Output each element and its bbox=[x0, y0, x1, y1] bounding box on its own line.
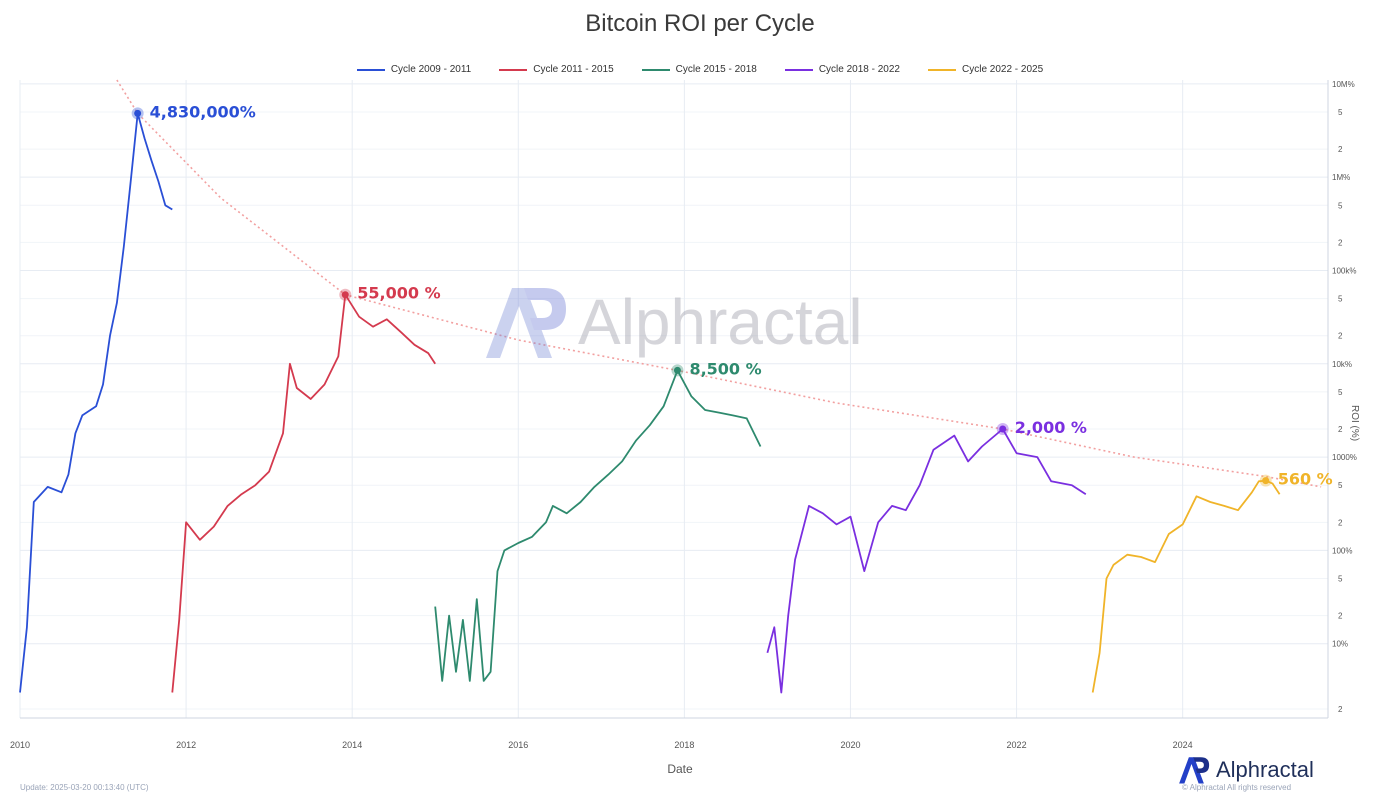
brand-logo[interactable]: Alphractal bbox=[1176, 755, 1314, 785]
chart-legend: Cycle 2009 - 2011 Cycle 2011 - 2015 Cycle … bbox=[0, 64, 1400, 75]
x-tick-label: 2024 bbox=[1173, 740, 1193, 750]
y-tick-label: 10% bbox=[1332, 640, 1348, 649]
x-tick-label: 2022 bbox=[1007, 740, 1027, 750]
peak-marker bbox=[341, 291, 349, 299]
y-tick-label: 1M% bbox=[1332, 173, 1350, 182]
watermark-text: Alphractal bbox=[578, 286, 863, 358]
brand-text: Alphractal bbox=[1216, 757, 1314, 782]
x-tick-label: 2020 bbox=[840, 740, 860, 750]
update-timestamp: Update: 2025-03-20 00:13:40 (UTC) bbox=[20, 783, 149, 792]
chart-title: Bitcoin ROI per Cycle bbox=[585, 10, 815, 37]
legend-swatch bbox=[928, 68, 956, 71]
x-tick-label: 2014 bbox=[342, 740, 362, 750]
x-tick-label: 2010 bbox=[10, 740, 30, 750]
legend-item[interactable]: Cycle 2011 - 2015 bbox=[499, 64, 614, 75]
series-line-1 bbox=[19, 112, 173, 693]
peak-label: 8,500 % bbox=[689, 359, 761, 378]
peak-label: 560 % bbox=[1278, 470, 1333, 489]
y-minor-tick-label: 5 bbox=[1338, 388, 1343, 397]
peak-marker bbox=[134, 109, 142, 117]
y-minor-tick-label: 5 bbox=[1338, 108, 1343, 117]
series-line-4 bbox=[766, 428, 1087, 694]
watermark-logo-icon bbox=[486, 288, 566, 358]
x-tick-label: 2016 bbox=[508, 740, 528, 750]
legend-item[interactable]: Cycle 2009 - 2011 bbox=[356, 64, 472, 75]
x-tick-label: 2012 bbox=[176, 740, 196, 750]
y-minor-tick-label: 2 bbox=[1338, 238, 1343, 247]
legend-label: Cycle 2011 - 2015 bbox=[533, 64, 614, 75]
y-minor-tick-label: 5 bbox=[1338, 201, 1343, 210]
alphractal-logo-icon bbox=[1179, 757, 1210, 784]
legend-label: Cycle 2015 - 2018 bbox=[675, 64, 757, 75]
legend-label: Cycle 2022 - 2025 bbox=[962, 64, 1044, 75]
y-minor-tick-label: 2 bbox=[1338, 612, 1343, 621]
y-minor-tick-label: 2 bbox=[1338, 332, 1343, 341]
x-tick-label: 2018 bbox=[674, 740, 694, 750]
peak-marker bbox=[673, 366, 681, 374]
y-tick-label: 10M% bbox=[1332, 80, 1355, 89]
copyright-text: © Alphractal All rights reserved bbox=[1182, 783, 1292, 792]
legend-swatch bbox=[499, 68, 528, 71]
y-tick-label: 1000% bbox=[1332, 453, 1357, 462]
y-tick-label: 100k% bbox=[1332, 266, 1356, 275]
legend-item[interactable]: Cycle 2018 - 2022 bbox=[784, 64, 900, 75]
watermark: Alphractal bbox=[478, 282, 863, 362]
y-tick-label: 10k% bbox=[1332, 360, 1352, 369]
peak-label: 55,000 % bbox=[357, 284, 440, 303]
legend-label: Cycle 2009 - 2011 bbox=[390, 64, 472, 75]
legend-item[interactable]: Cycle 2015 - 2018 bbox=[641, 64, 757, 75]
series-line-2 bbox=[171, 293, 436, 693]
y-minor-tick-label: 2 bbox=[1338, 145, 1343, 154]
series-line-5 bbox=[1091, 479, 1281, 693]
legend-swatch bbox=[641, 68, 670, 71]
y-minor-tick-label: 2 bbox=[1338, 518, 1343, 527]
peak-marker bbox=[1262, 477, 1270, 485]
legend-label: Cycle 2018 - 2022 bbox=[818, 64, 900, 75]
y-minor-tick-label: 2 bbox=[1338, 705, 1343, 714]
y-axis-label: ROI (%) bbox=[1349, 405, 1360, 442]
peak-marker bbox=[999, 425, 1007, 433]
legend-item[interactable]: Cycle 2022 - 2025 bbox=[928, 64, 1043, 75]
peak-label: 4,830,000% bbox=[150, 102, 256, 121]
series-line-3 bbox=[434, 369, 762, 682]
y-minor-tick-label: 2 bbox=[1338, 425, 1343, 434]
peak-label: 2,000 % bbox=[1015, 418, 1087, 437]
legend-swatch bbox=[784, 68, 813, 71]
legend-swatch bbox=[356, 68, 385, 71]
x-axis-label: Date bbox=[667, 762, 693, 776]
y-tick-label: 100% bbox=[1332, 546, 1352, 555]
y-minor-tick-label: 5 bbox=[1338, 295, 1343, 304]
y-minor-tick-label: 5 bbox=[1338, 575, 1343, 584]
y-minor-tick-label: 5 bbox=[1338, 481, 1343, 490]
